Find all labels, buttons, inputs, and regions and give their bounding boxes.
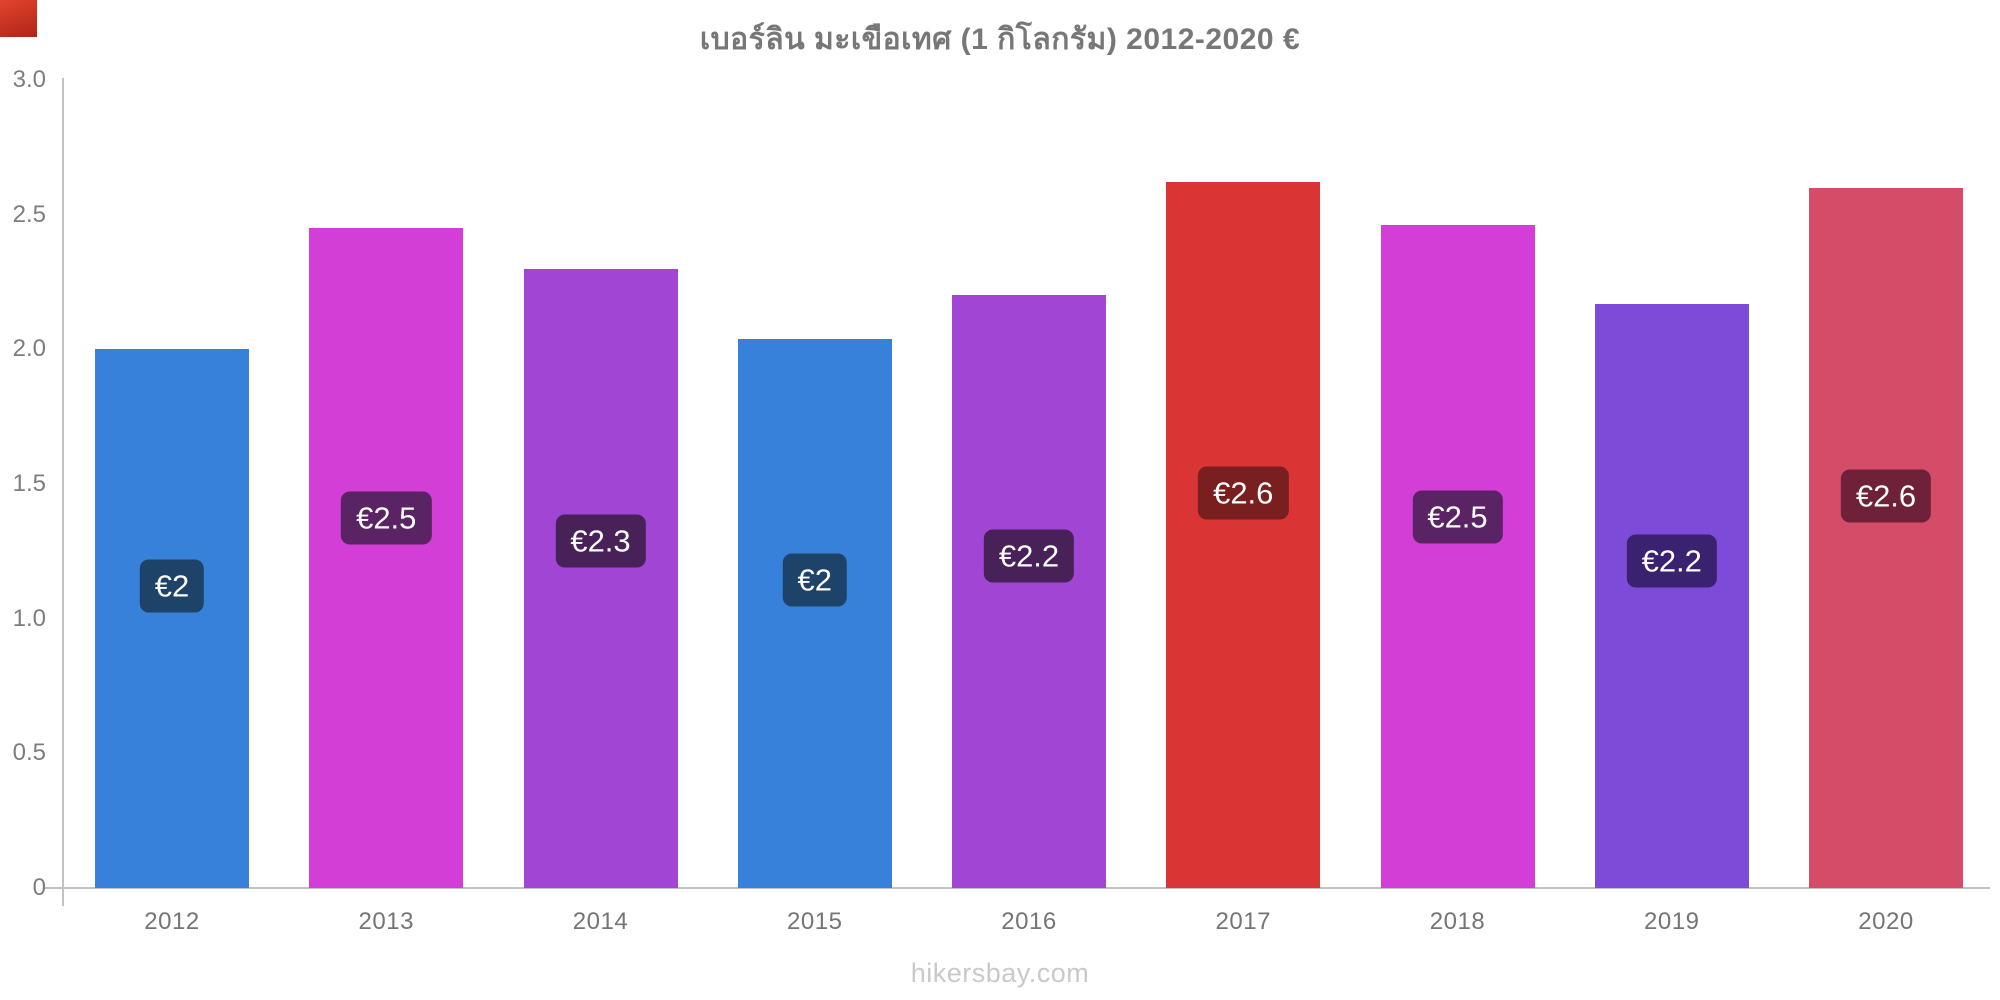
chart-title: เบอร์ลิน มะเขือเทศ (1 กิโลกรัม) 2012-202… (699, 23, 1301, 56)
y-tick-2.0: 2.0 (12, 335, 46, 363)
x-tick-2015: 2015 (787, 908, 843, 935)
y-tick-3.0: 3.0 (12, 66, 46, 93)
y-axis-line (62, 78, 64, 906)
y-tick-1.5: 1.5 (12, 470, 46, 497)
value-label-2018: €2.5 (1412, 490, 1503, 544)
x-tick-2014: 2014 (572, 908, 629, 935)
bar-2015 (737, 338, 892, 888)
x-tick-2016: 2016 (1001, 908, 1057, 935)
bar-2019 (1594, 303, 1749, 888)
y-tick-0.5: 0.5 (12, 739, 46, 767)
y-tick-1.0: 1.0 (12, 604, 46, 632)
value-label-2012: €2 (139, 559, 205, 613)
corner-marker (0, 0, 37, 37)
bar-2012 (95, 349, 249, 888)
x-tick-2017: 2017 (1215, 908, 1271, 935)
value-label-2013: €2.5 (341, 491, 432, 545)
x-tick-2013: 2013 (358, 908, 414, 935)
value-label-2015: €2 (782, 553, 847, 607)
x-tick-2018: 2018 (1429, 908, 1486, 935)
value-label-2016: €2.2 (983, 529, 1075, 583)
value-label-2019: €2.2 (1626, 534, 1717, 588)
bar-2014 (523, 268, 678, 888)
bar-2013 (309, 228, 464, 888)
x-tick-2019: 2019 (1644, 908, 1700, 935)
x-axis-baseline (62, 887, 1990, 889)
bar-2016 (952, 295, 1106, 888)
value-label-2020: €2.6 (1840, 469, 1932, 523)
zero-tick-mark (43, 887, 63, 889)
x-tick-2020: 2020 (1858, 908, 1914, 935)
value-label-2017: €2.6 (1198, 466, 1289, 520)
bar-2020 (1809, 187, 1963, 888)
y-tick-2.5: 2.5 (12, 200, 46, 228)
y-tick-0: 0 (32, 874, 46, 901)
footer-watermark: hikersbay.com (910, 958, 1090, 988)
x-tick-2012: 2012 (144, 908, 200, 935)
bar-2017 (1166, 182, 1321, 888)
value-label-2014: €2.3 (555, 514, 646, 568)
bar-2018 (1380, 225, 1535, 888)
